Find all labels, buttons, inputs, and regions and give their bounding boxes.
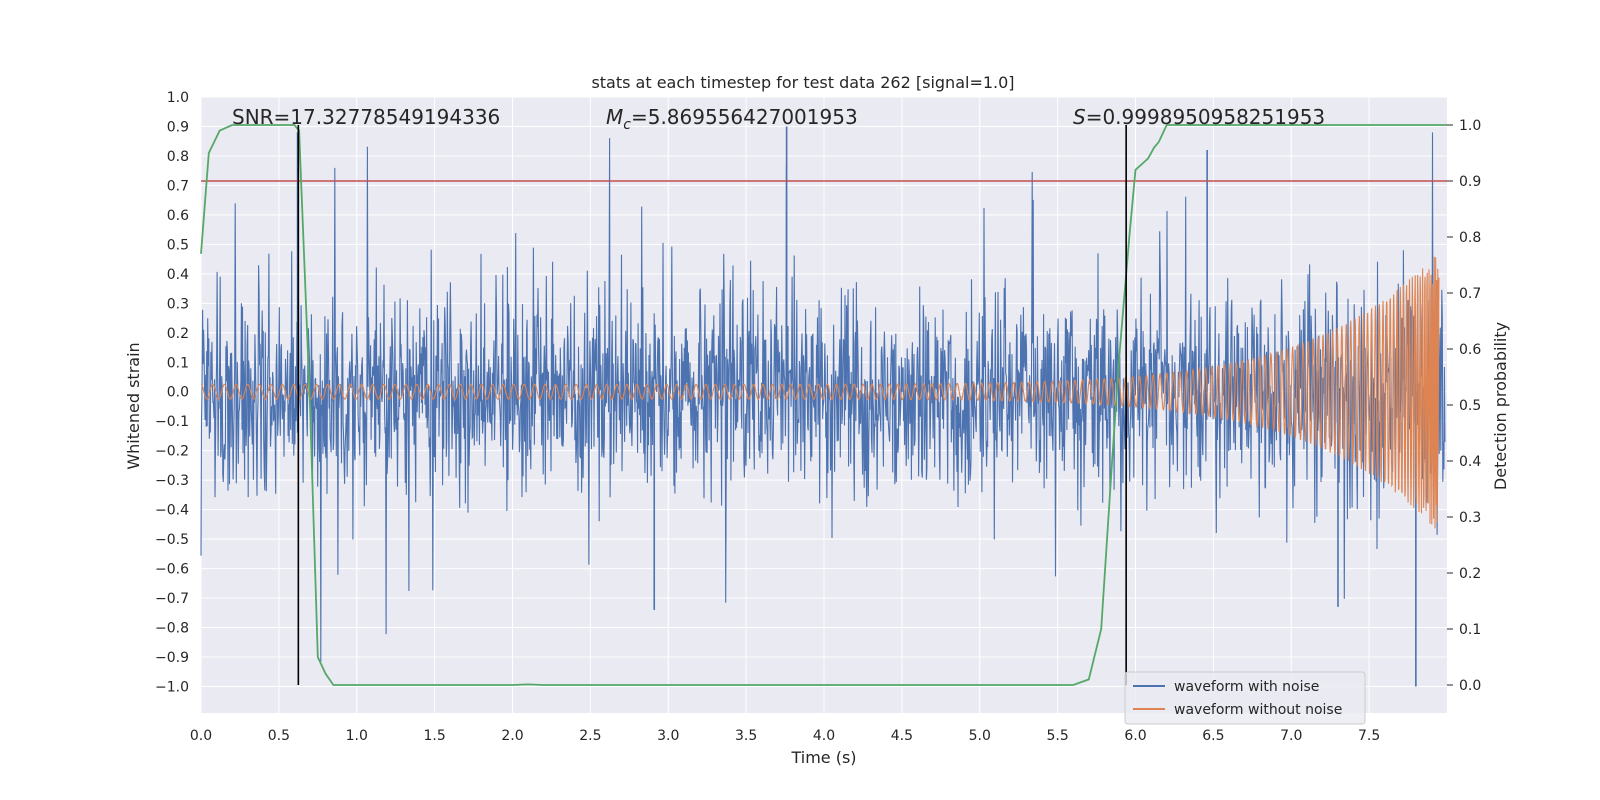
y-right-tick-label: 0.5 xyxy=(1459,398,1481,414)
x-tick-label: 0.0 xyxy=(190,728,212,744)
x-tick-label: 2.5 xyxy=(579,728,601,744)
x-tick-labels: 0.0 0.5 1.0 1.5 2.0 2.5 3.0 3.5 4.0 4.5 5.0 5.5 6.0 6… xyxy=(190,728,1380,744)
clean-waveform-line xyxy=(200,256,1440,529)
x-tick-label: 6.5 xyxy=(1202,728,1224,744)
x-tick-label: 3.0 xyxy=(657,728,679,744)
y-right-tick-label: 0.8 xyxy=(1459,230,1481,246)
legend-label-clean: waveform without noise xyxy=(1174,702,1342,718)
snr-annotation: SNR=17.32778549194336 xyxy=(232,105,500,129)
legend: waveform with noise waveform without noi… xyxy=(1124,671,1366,725)
chart-title: stats at each timestep for test data 262… xyxy=(591,73,1014,92)
y-right-tick-label: 0.1 xyxy=(1459,622,1481,638)
y-axis-label: Whitened strain xyxy=(124,342,143,469)
y-right-tick-label: 1.0 xyxy=(1459,118,1481,134)
y-tick-label: 1.0 xyxy=(167,90,189,106)
y-tick-label: 0.0 xyxy=(167,385,189,401)
y-tick-label: −0.9 xyxy=(155,650,189,666)
y-tick-label: −0.5 xyxy=(155,532,189,548)
x-tick-label: 4.0 xyxy=(813,728,835,744)
y-tick-label: −0.7 xyxy=(155,591,189,607)
x-axis-label: Time (s) xyxy=(790,748,856,767)
s-value: =0.9998950958251953 xyxy=(1086,105,1325,129)
y-right-tick-label: 0.7 xyxy=(1459,286,1481,302)
y-right-tick-label: 0.3 xyxy=(1459,510,1481,526)
x-tick-label: 6.0 xyxy=(1124,728,1146,744)
y-tick-label: 0.2 xyxy=(167,326,189,342)
y-right-tick-label: 0.2 xyxy=(1459,566,1481,582)
legend-box xyxy=(1124,671,1366,725)
y-right-tick-labels: 1.0 0.9 0.8 0.7 0.6 0.5 0.4 0.3 0.2 0.1 0.0 xyxy=(1447,118,1481,694)
y-tick-label: 0.8 xyxy=(167,149,189,165)
y-tick-label: 0.1 xyxy=(167,355,189,371)
x-tick-label: 0.5 xyxy=(268,728,290,744)
score-annotation: S=0.9998950958251953 xyxy=(1073,105,1325,129)
y-tick-label: 0.9 xyxy=(167,119,189,135)
x-tick-label: 7.0 xyxy=(1280,728,1302,744)
mc-value: =5.869556427001953 xyxy=(631,105,858,129)
y-right-tick-label: 0.9 xyxy=(1459,174,1481,190)
x-tick-label: 1.5 xyxy=(423,728,445,744)
y-tick-label: −0.3 xyxy=(155,473,189,489)
y-right-tick-label: 0.4 xyxy=(1459,454,1481,470)
y-tick-labels: 1.0 0.9 0.8 0.7 0.6 0.5 0.4 0.3 0.2 0.1 0.0 −0.1 −0.… xyxy=(155,90,189,695)
mc-subscript: c xyxy=(623,117,631,133)
grid-lines xyxy=(200,96,1447,713)
y-tick-label: −0.4 xyxy=(155,503,189,519)
x-tick-label: 5.0 xyxy=(969,728,991,744)
noisy-waveform-line xyxy=(200,132,1446,662)
y-tick-label: 0.3 xyxy=(167,296,189,312)
data-layer xyxy=(200,124,1447,687)
detection-probability-line xyxy=(200,124,1447,686)
y-tick-label: −1.0 xyxy=(155,679,189,695)
s-symbol: S xyxy=(1073,105,1086,129)
x-tick-label: 7.5 xyxy=(1358,728,1380,744)
x-tick-label: 5.5 xyxy=(1046,728,1068,744)
x-tick-label: 3.5 xyxy=(735,728,757,744)
y-tick-label: 0.4 xyxy=(167,267,189,283)
y-tick-label: −0.8 xyxy=(155,621,189,637)
y-tick-label: −0.1 xyxy=(155,414,189,430)
y-right-axis-label: Detection probability xyxy=(1491,322,1510,490)
chirp-mass-annotation: Mc=5.869556427001953 xyxy=(606,105,858,133)
y-right-tick-label: 0.0 xyxy=(1459,678,1481,694)
x-tick-label: 1.0 xyxy=(346,728,368,744)
y-right-tick-label: 0.6 xyxy=(1459,342,1481,358)
y-tick-label: 0.5 xyxy=(167,237,189,253)
y-tick-label: 0.6 xyxy=(167,208,189,224)
x-tick-label: 4.5 xyxy=(891,728,913,744)
y-tick-label: −0.6 xyxy=(155,562,189,578)
mc-symbol: M xyxy=(606,105,623,129)
legend-label-noise: waveform with noise xyxy=(1174,679,1319,695)
y-tick-label: 0.7 xyxy=(167,178,189,194)
x-tick-label: 2.0 xyxy=(501,728,523,744)
y-tick-label: −0.2 xyxy=(155,444,189,460)
